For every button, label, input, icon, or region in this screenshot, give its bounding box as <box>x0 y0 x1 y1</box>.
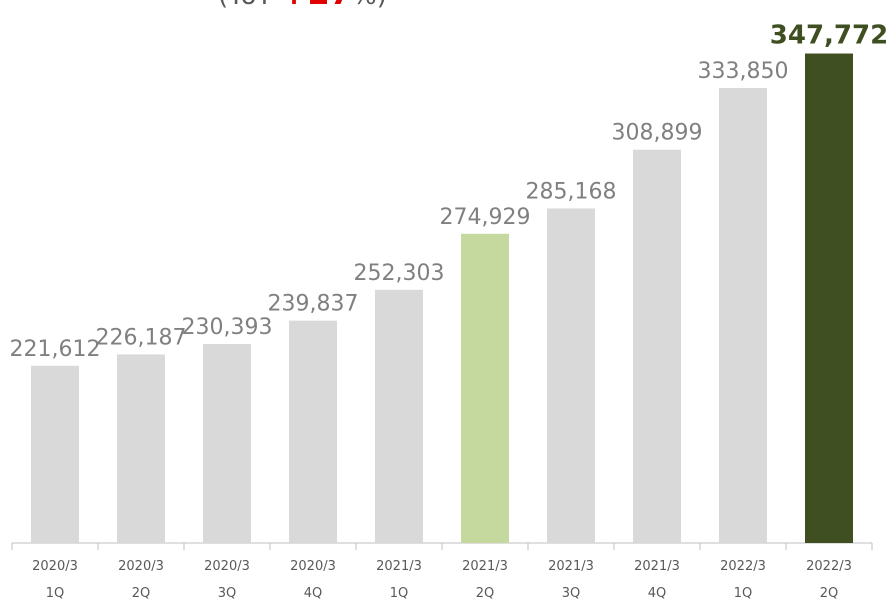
x-tick-label: 2021/3 <box>634 559 680 574</box>
bar <box>31 365 79 543</box>
x-tick-label: 2020/3 <box>290 559 336 574</box>
x-tick-label: 2Q <box>820 586 839 601</box>
annotation: (YoY +27%) <box>218 0 387 12</box>
x-tick-label: 3Q <box>562 586 581 601</box>
annotation-part: (YoY <box>218 0 281 11</box>
bar <box>289 320 337 543</box>
annotation-part: %) <box>352 0 387 11</box>
value-label: 308,899 <box>612 121 703 146</box>
x-tick-label: 4Q <box>648 586 667 601</box>
bar <box>719 87 767 543</box>
x-tick-label: 4Q <box>304 586 323 601</box>
value-label: 221,612 <box>10 337 101 362</box>
x-tick-label: 3Q <box>218 586 237 601</box>
x-tick-label: 2Q <box>476 586 495 601</box>
x-tick-label: 2021/3 <box>462 559 508 574</box>
bar <box>461 233 509 543</box>
x-tick-label: 1Q <box>390 586 409 601</box>
bar <box>633 149 681 543</box>
x-tick-label: 2020/3 <box>204 559 250 574</box>
value-label: 226,187 <box>96 325 187 350</box>
annotation-part: +27 <box>281 0 352 12</box>
x-tick-label: 1Q <box>734 586 753 601</box>
value-label: 333,850 <box>698 59 789 84</box>
value-label: 274,929 <box>440 205 531 230</box>
x-tick-label: 2022/3 <box>806 559 852 574</box>
x-tick-label: 2Q <box>132 586 151 601</box>
bar <box>375 289 423 543</box>
value-label: 230,393 <box>182 315 273 340</box>
x-tick-label: 2022/3 <box>720 559 766 574</box>
value-label: 239,837 <box>268 292 359 317</box>
value-label: 285,168 <box>526 179 617 204</box>
bar <box>203 344 251 543</box>
bar <box>547 208 595 543</box>
x-tick-label: 2021/3 <box>376 559 422 574</box>
x-tick-label: 2020/3 <box>32 559 78 574</box>
bar <box>117 354 165 543</box>
bar <box>805 53 853 543</box>
value-label: 252,303 <box>354 261 445 286</box>
x-tick-label: 2021/3 <box>548 559 594 574</box>
x-tick-label: 1Q <box>46 586 65 601</box>
value-label: 347,772 <box>770 21 888 51</box>
x-tick-label: 2020/3 <box>118 559 164 574</box>
